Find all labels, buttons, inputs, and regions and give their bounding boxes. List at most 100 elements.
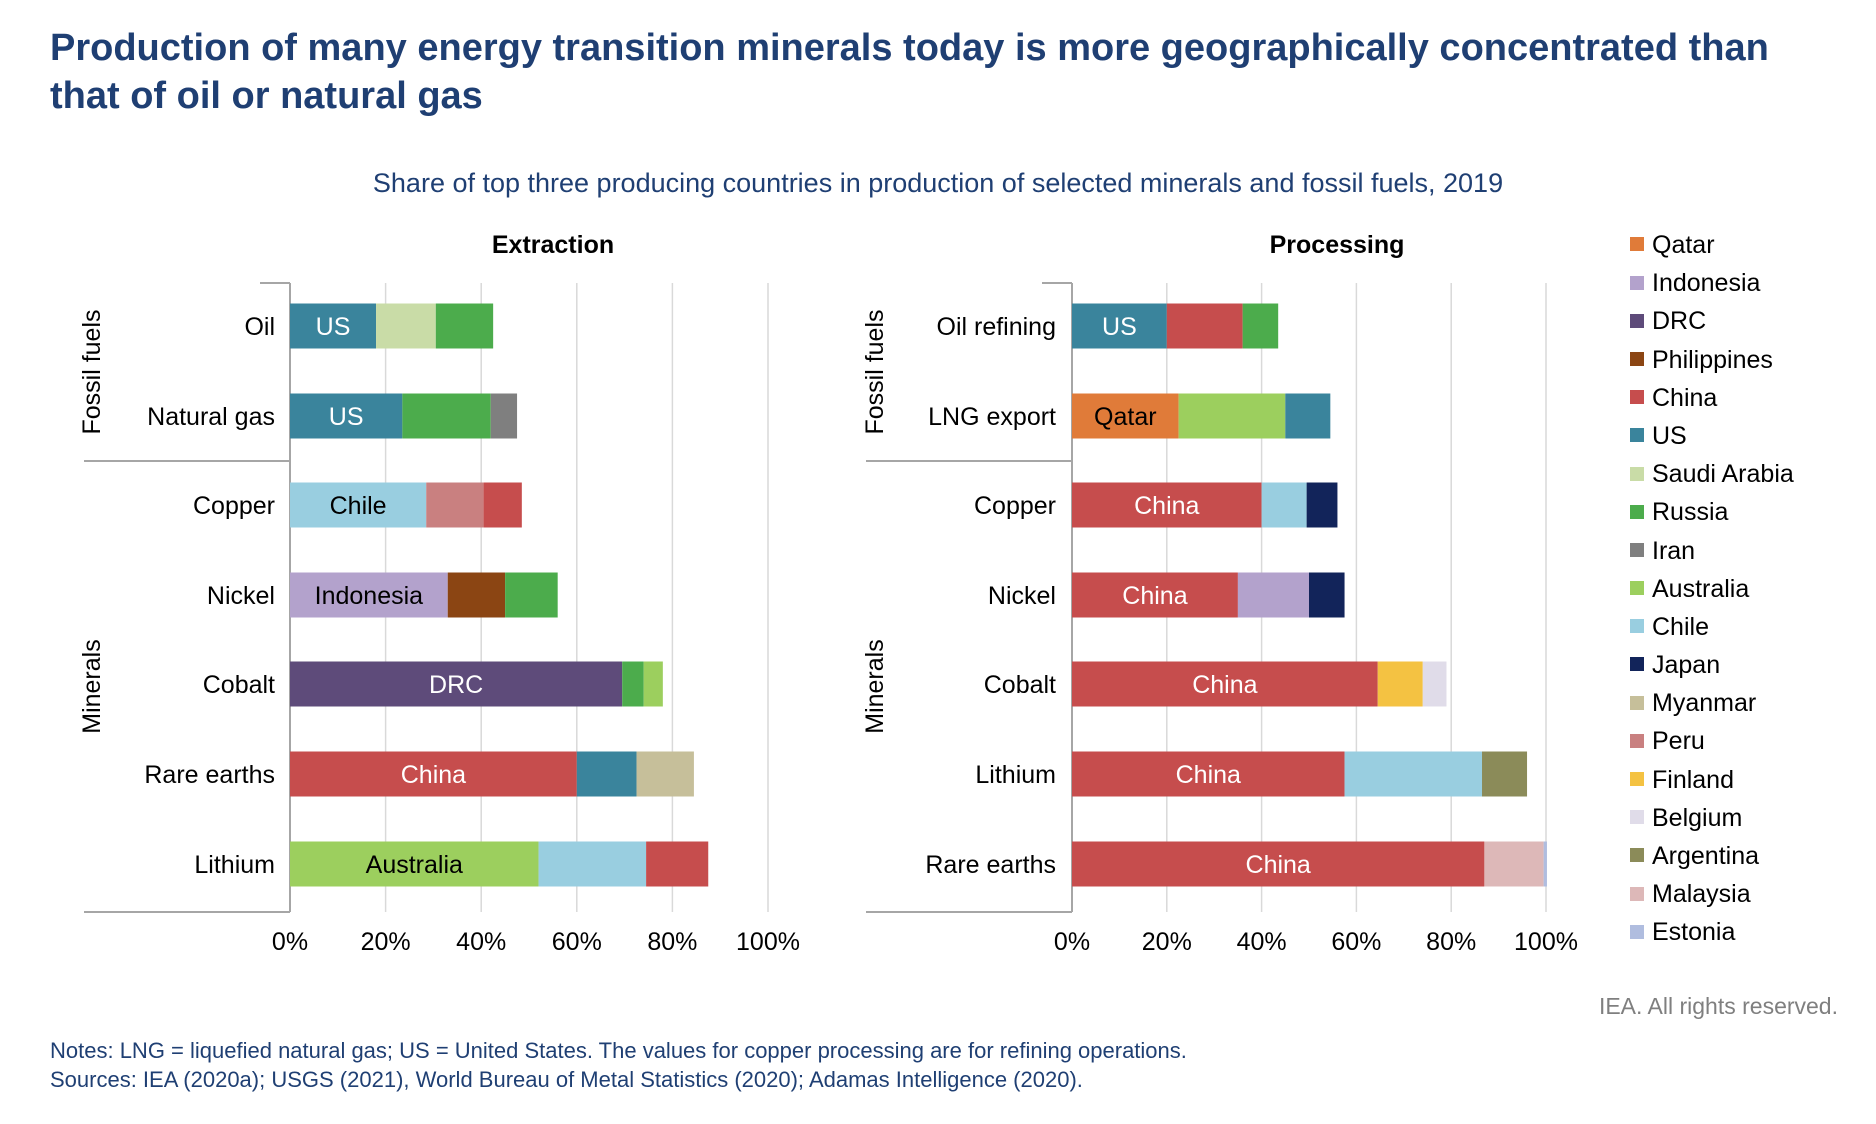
- extraction-bar-lithium-chile: [538, 841, 647, 887]
- processing-x-tick-label: 80%: [1426, 928, 1476, 956]
- legend-label: Saudi Arabia: [1652, 460, 1794, 489]
- legend-label: Myanmar: [1652, 689, 1757, 718]
- legend-item-belgium: Belgium: [1630, 799, 1870, 837]
- legend-label: Philippines: [1652, 345, 1773, 374]
- legend-swatch: [1630, 848, 1644, 863]
- extraction-bar-data-label: US: [329, 403, 364, 431]
- processing-bar-data-label: China: [1176, 761, 1241, 789]
- processing-bar-data-label: China: [1246, 851, 1311, 879]
- extraction-bar-copper-china: [483, 482, 522, 528]
- extraction-category-label: Cobalt: [203, 671, 275, 699]
- legend-swatch: [1630, 237, 1644, 252]
- legend-swatch: [1630, 351, 1644, 366]
- processing-bar-data-label: US: [1102, 313, 1137, 341]
- legend-swatch: [1630, 733, 1644, 748]
- processing-x-tick-label: 40%: [1237, 928, 1287, 956]
- processing-bar-lng-export-australia: [1178, 393, 1286, 439]
- processing-bar-cobalt-belgium: [1422, 661, 1447, 707]
- legend-item-us: US: [1630, 417, 1870, 455]
- processing-bar-cobalt-finland: [1377, 661, 1423, 707]
- extraction-bar-natural-gas-iran: [490, 393, 518, 439]
- legend-swatch: [1630, 695, 1644, 710]
- extraction-x-tick-label: 0%: [272, 928, 308, 956]
- legend-swatch: [1630, 542, 1644, 557]
- legend-label: DRC: [1652, 307, 1707, 336]
- processing-bar-oil-refining-us: [1072, 303, 1167, 349]
- extraction-x-tick-label: 80%: [647, 928, 697, 956]
- legend-item-russia: Russia: [1630, 493, 1870, 531]
- legend-item-argentina: Argentina: [1630, 837, 1870, 875]
- extraction-category-label: Lithium: [194, 851, 275, 879]
- legend-item-japan: Japan: [1630, 646, 1870, 684]
- page-title: Production of many energy transition min…: [50, 27, 1769, 117]
- processing-bar-rare-earths-china: [1072, 841, 1485, 887]
- legend-item-indonesia: Indonesia: [1630, 264, 1870, 302]
- processing-bar-copper-japan: [1306, 482, 1338, 528]
- extraction-bar-data-label: US: [316, 313, 351, 341]
- extraction-bar-oil-us: [290, 303, 377, 349]
- extraction-bar-data-label: Australia: [366, 851, 463, 879]
- extraction-bar-rare-earths-myanmar: [636, 751, 694, 797]
- processing-bar-nickel-japan: [1309, 572, 1345, 618]
- legend-label: Qatar: [1652, 231, 1715, 259]
- extraction-bar-oil-saudi-arabia: [376, 303, 436, 349]
- legend-item-saudi-arabia: Saudi Arabia: [1630, 455, 1870, 493]
- extraction-x-tick-label: 40%: [456, 928, 506, 956]
- legend-label: Russia: [1652, 498, 1729, 527]
- extraction-category-label: Rare earths: [144, 761, 275, 789]
- notes-block: Notes: LNG = liquefied natural gas; US =…: [50, 1036, 1187, 1094]
- processing-x-tick-label: 100%: [1514, 928, 1578, 956]
- legend-swatch: [1630, 313, 1644, 328]
- processing-bar-lithium-china: [1072, 751, 1345, 797]
- processing-bar-data-label: China: [1134, 492, 1199, 520]
- legend-swatch: [1630, 428, 1644, 443]
- legend-swatch: [1630, 924, 1644, 939]
- legend-item-drc: DRC: [1630, 302, 1870, 340]
- processing-group-label-fossil-fuels: Fossil fuels: [861, 309, 889, 434]
- extraction-bar-oil-russia: [435, 303, 494, 349]
- extraction-bar-cobalt-australia: [643, 661, 663, 707]
- extraction-category-label: Copper: [193, 492, 275, 520]
- legend-item-australia: Australia: [1630, 570, 1870, 608]
- extraction-bar-natural-gas-us: [290, 393, 403, 439]
- legend-label: Finland: [1652, 765, 1734, 794]
- extraction-panel-title: Extraction: [492, 231, 614, 259]
- sources-text: Sources: IEA (2020a); USGS (2021), World…: [50, 1067, 1083, 1092]
- legend-label: Chile: [1652, 612, 1709, 641]
- extraction-bar-data-label: Chile: [330, 492, 387, 520]
- processing-bar-data-label: China: [1122, 582, 1187, 610]
- legend-label: Australia: [1652, 574, 1750, 603]
- copyright-text: IEA. All rights reserved.: [1598, 993, 1838, 1019]
- processing-x-tick-label: 20%: [1142, 928, 1192, 956]
- legend-label: US: [1652, 421, 1687, 450]
- legend-item-china: China: [1630, 379, 1870, 417]
- processing-bar-copper-chile: [1261, 482, 1307, 528]
- legend-swatch: [1630, 275, 1644, 290]
- extraction-bar-copper-chile: [290, 482, 427, 528]
- extraction-x-tick-label: 20%: [361, 928, 411, 956]
- extraction-bar-cobalt-drc: [290, 661, 623, 707]
- processing-category-label: Oil refining: [937, 313, 1057, 341]
- legend-swatch: [1630, 772, 1644, 787]
- processing-bar-nickel-indonesia: [1237, 572, 1309, 618]
- processing-bar-lng-export-qatar: [1072, 393, 1179, 439]
- legend-swatch: [1630, 657, 1644, 672]
- extraction-bar-data-label: China: [401, 761, 466, 789]
- processing-bar-rare-earths-malaysia: [1484, 841, 1544, 887]
- extraction-group-label-fossil-fuels: Fossil fuels: [78, 309, 106, 434]
- legend-label: Malaysia: [1652, 880, 1751, 909]
- extraction-category-label: Oil: [244, 313, 275, 341]
- legend-label: Estonia: [1652, 918, 1736, 947]
- extraction-x-tick-label: 100%: [736, 928, 800, 956]
- legend-item-peru: Peru: [1630, 722, 1870, 760]
- extraction-bar-rare-earths-us: [576, 751, 637, 797]
- processing-bar-copper-china: [1072, 482, 1262, 528]
- processing-bar-oil-refining-russia: [1242, 303, 1279, 349]
- extraction-group-label-minerals: Minerals: [78, 639, 106, 733]
- processing-panel-title: Processing: [1270, 231, 1405, 259]
- legend-item-chile: Chile: [1630, 608, 1870, 646]
- legend-item-estonia: Estonia: [1630, 913, 1870, 951]
- legend-item-philippines: Philippines: [1630, 341, 1870, 379]
- legend-label: Argentina: [1652, 842, 1760, 870]
- legend-label: Belgium: [1652, 803, 1743, 832]
